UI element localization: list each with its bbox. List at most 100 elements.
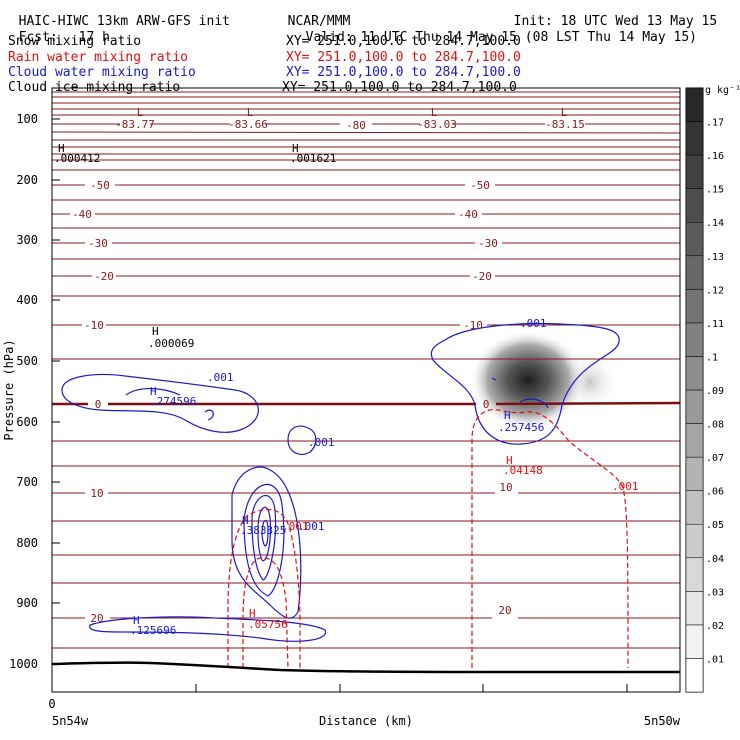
field-xy-rain: XY= 251.0,100.0 to 284.7,100.0 [286,50,521,65]
contour-value-labels: .001 .001 .001 .001 .001 .001 [207,317,639,533]
temp-label: -10 [84,319,104,332]
init-time: Init: 18 UTC Wed 13 May 15 [513,14,718,29]
valid-time: Valid: 11 UTC Thu 14 May 15 (08 LST Thu … [305,30,697,45]
colorbar-level-label: .02 [706,621,724,632]
colorbar-box [685,322,704,357]
high-marker: H [58,142,65,155]
y-tick-label: 900 [16,596,38,610]
y-tick-label: 300 [16,233,38,247]
low-markers: L L L L [137,106,568,119]
x-left-location: 5n54w [52,714,89,728]
high-marker: H [150,385,157,398]
temp-label: -40 [458,208,478,221]
temp-label: -50 [470,179,490,192]
forecast-label: Fcst: [18,30,58,45]
y-axis-labels: 100 200 300 400 500 600 700 800 900 1000 [9,112,38,671]
x-tick-label: 0 [48,697,55,711]
x-axis-title: Distance (km) [319,714,413,728]
colorbar-box [685,523,704,559]
high-value: .000069 [148,337,194,350]
colorbar-box [685,624,704,659]
contour-label: .001 [308,436,335,449]
colorbar-box [685,188,704,223]
colorbar-level-label: .03 [706,587,724,598]
temp-label: 10 [499,481,512,494]
colorbar-box [685,456,704,491]
colorbar-level-label: .1 [706,352,718,363]
colorbar-level-label: .16 [706,151,724,162]
high-value: .001621 [290,152,336,165]
colorbar-box [685,557,704,592]
contour-label: .001 [612,480,639,493]
high-marker: H [133,614,140,627]
y-tick-label: 100 [16,112,38,126]
y-tick-label: 600 [16,415,38,429]
y-tick-label: 700 [16,475,38,489]
low-marker: L [137,106,144,119]
colorbar-box [685,490,704,525]
colorbar-box [685,87,704,122]
x-right-location: 5n50w [644,714,681,728]
temp-label: -83.15 [545,118,585,131]
colorbar-level-label: .11 [706,319,724,330]
colorbar-level-label: .08 [706,420,724,431]
high-value: .05756 [248,618,288,631]
colorbar-box [685,658,704,693]
temp-label: -40 [72,208,92,221]
high-value: .257456 [498,421,544,434]
temp-label: -80 [346,119,366,132]
colorbar-level-label: .15 [706,185,724,196]
temperature-isotherms [51,91,681,649]
colorbar-level-label: .17 [706,118,724,129]
contour-label: .001 [282,520,309,533]
colorbar-level-label: .07 [706,453,724,464]
field-name-rain: Rain water mixing ratio [8,50,189,65]
colorbar: .01 .02 .03 .04 .05 .06 .07 .08 .09 .1 .11 .12 .13 .1… [685,85,740,693]
low-marker: L [247,106,254,119]
plot-frame [51,87,681,693]
colorbar-box [685,423,704,458]
y-axis-ticks [52,118,628,692]
colorbar-box [685,289,704,324]
temp-label: -50 [90,179,110,192]
high-marker: H [249,607,256,620]
high-value: .125696 [130,624,176,637]
colorbar-level-label: .13 [706,252,724,263]
temp-label: 10 [90,487,103,500]
high-marker: H [506,454,513,467]
field-name-snow: Snow mixing ratio [8,34,142,49]
temp-label: 0 [95,398,102,411]
temp-label: -20 [94,270,114,283]
low-marker: L [561,106,568,119]
temp-label: -83.66 [228,118,268,131]
colorbar-level-label: .06 [706,487,724,498]
high-marker: H [292,142,299,155]
high-marker: H [242,514,249,527]
rain-water-maxima: H .04148 H .05756 [248,454,543,631]
high-value: .383325 [240,524,286,537]
high-marker: H [152,325,159,338]
contour-label: .001 [207,371,234,384]
snow-ice-maxima: H .000412 H .001621 H .000069 [54,142,336,350]
field-xy-snow: XY= 251.0,100.0 to 284.7,100.0 [286,34,521,49]
contour-label: .001 [520,317,547,330]
colorbar-box [685,356,704,391]
forecast-hours: 17 h [78,30,110,45]
terrain-line [51,661,680,674]
field-xy-cloud-water: XY= 251.0,100.0 to 284.7,100.0 [286,65,521,80]
colorbar-box [685,154,704,189]
temp-label: -30 [478,237,498,250]
colorbar-level-label: .01 [706,654,724,665]
colorbar-box [685,389,704,424]
snow-shading [470,330,620,430]
colorbar-level-label: .04 [706,554,724,565]
high-value: .04148 [503,464,543,477]
colorbar-level-label: .14 [706,218,724,229]
y-axis-title: Pressure (hPa) [2,339,16,440]
high-value: .000412 [54,152,100,165]
cloud-water-maxima: H .274596 H .257456 H .383325 H .125696 [130,385,544,637]
temp-label: 20 [90,612,103,625]
temp-label: -83.77 [115,118,155,131]
cloud-water-contours [61,322,620,642]
